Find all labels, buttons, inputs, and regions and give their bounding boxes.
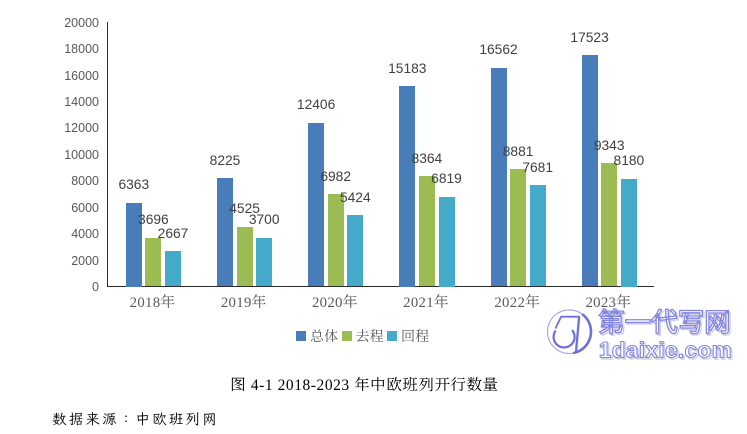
svg-text:1daixie.com: 1daixie.com (599, 337, 732, 362)
svg-text:第一代写网: 第一代写网 (598, 300, 731, 339)
svg-text:第一代写网: 第一代写网 (600, 302, 733, 341)
svg-text:1daixie.com: 1daixie.com (600, 339, 733, 364)
